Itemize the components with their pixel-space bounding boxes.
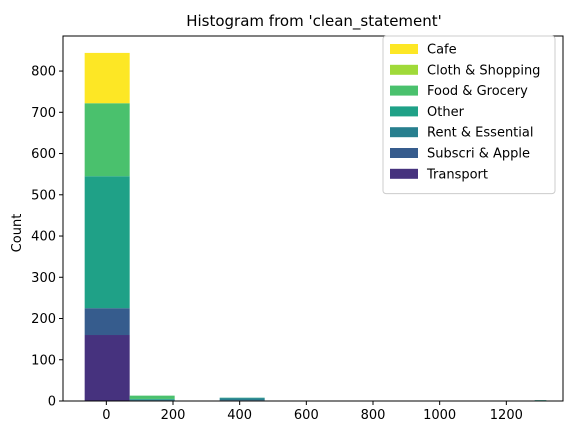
bar-segment — [130, 399, 175, 400]
legend-swatch — [390, 127, 418, 137]
x-tick-label: 1200 — [490, 408, 523, 423]
bar-segment — [130, 396, 175, 399]
x-tick-label: 1000 — [423, 408, 456, 423]
legend-swatch — [390, 44, 418, 54]
x-tick-label: 200 — [161, 408, 186, 423]
legend-label: Other — [427, 105, 465, 120]
legend-swatch — [390, 169, 418, 179]
chart-title: Histogram from 'clean_statement' — [186, 12, 442, 31]
y-tick-label: 100 — [31, 353, 56, 368]
bar-segment — [85, 308, 130, 335]
y-axis-label: Count — [10, 214, 25, 253]
x-tick-label: 600 — [294, 408, 319, 423]
bar-segment — [130, 400, 175, 401]
legend-swatch — [390, 86, 418, 96]
legend-label: Transport — [426, 167, 488, 182]
y-tick-label: 0 — [48, 395, 56, 410]
y-tick-label: 800 — [31, 65, 56, 80]
bar-segment — [85, 103, 130, 176]
x-tick-label: 400 — [227, 408, 252, 423]
bar-segment — [85, 176, 130, 308]
legend-label: Cafe — [427, 43, 457, 58]
legend-label: Subscri & Apple — [427, 147, 530, 162]
legend-label: Food & Grocery — [427, 84, 528, 99]
legend-swatch — [390, 65, 418, 75]
bar-segment — [85, 335, 130, 401]
bar-segment — [220, 398, 265, 399]
bar-segment — [220, 398, 265, 400]
legend-swatch — [390, 106, 418, 116]
x-tick-label: 0 — [102, 408, 110, 423]
y-tick-label: 300 — [31, 271, 56, 286]
x-tick-label: 800 — [361, 408, 386, 423]
y-tick-label: 400 — [31, 230, 56, 245]
y-tick-label: 600 — [31, 147, 56, 162]
y-tick-label: 200 — [31, 312, 56, 327]
bar-segment — [85, 53, 130, 103]
y-tick-label: 700 — [31, 106, 56, 121]
legend-label: Cloth & Shopping — [427, 63, 540, 78]
y-tick-label: 500 — [31, 188, 56, 203]
legend-label: Rent & Essential — [427, 126, 533, 141]
legend: Cafe Cloth & Shopping Food & Grocery Other R… — [383, 36, 555, 194]
legend-swatch — [390, 148, 418, 158]
